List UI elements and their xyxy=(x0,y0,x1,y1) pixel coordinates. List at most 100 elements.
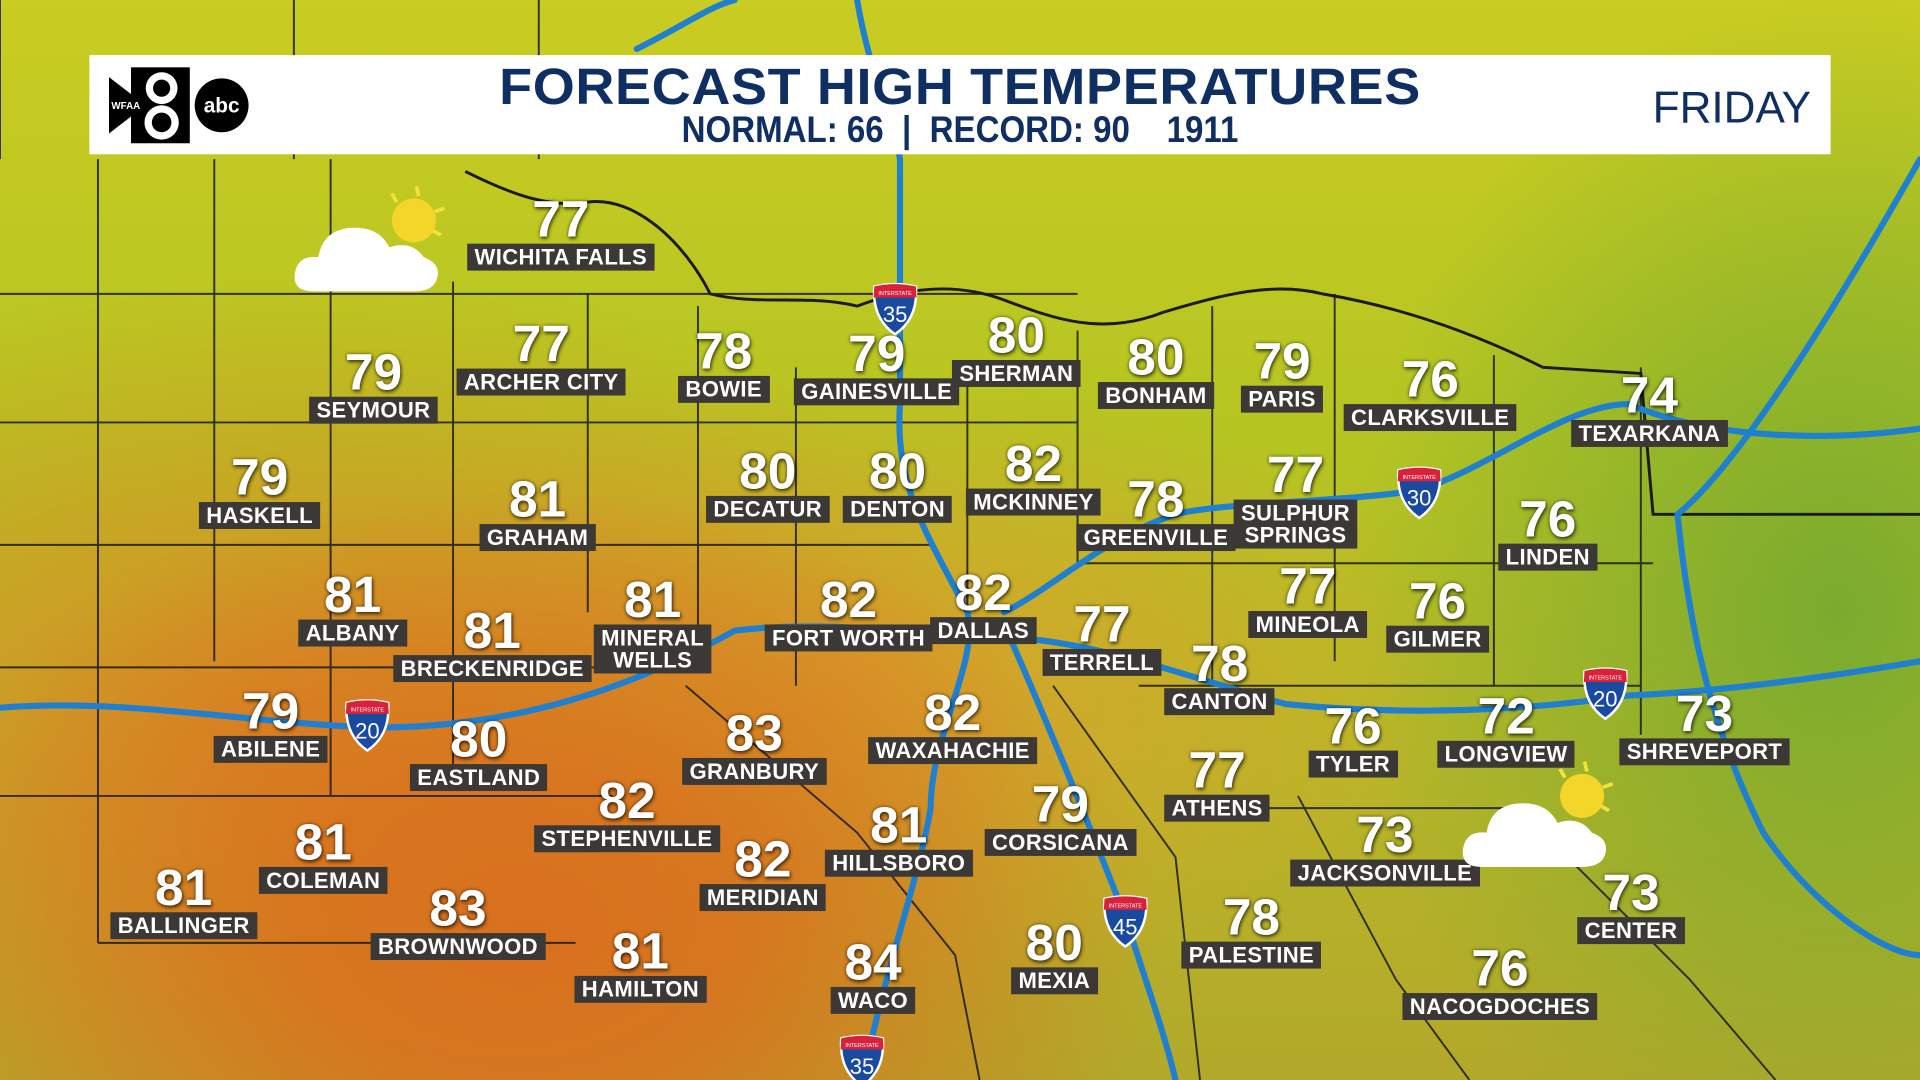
city-label: MEXIA xyxy=(1011,967,1098,995)
city-label: JACKSONVILLE xyxy=(1290,859,1480,887)
high-temperature: 72 xyxy=(1477,686,1535,745)
city-longview: 72 LONGVIEW xyxy=(1437,686,1575,768)
city-shreveport: 73 SHREVEPORT xyxy=(1619,688,1790,766)
city-meridian: 82 MERIDIAN xyxy=(699,830,827,912)
city-label: MERIDIAN xyxy=(699,884,827,912)
city-mineral-wells: 81 MINERAL WELLS xyxy=(593,574,712,674)
high-temperature: 82 xyxy=(734,830,792,888)
city-label: MINERAL WELLS xyxy=(593,624,712,674)
high-temperature: 78 xyxy=(695,322,753,380)
high-temperature: 80 xyxy=(987,306,1045,364)
svg-text:35: 35 xyxy=(883,302,908,327)
city-center: 73 CENTER xyxy=(1577,866,1685,945)
city-archer-city: 77 ARCHER CITY xyxy=(456,314,626,396)
city-waco: 84 WACO xyxy=(830,933,916,1014)
city-label: GREENVILLE xyxy=(1076,524,1236,552)
forecast-day: FRIDAY xyxy=(1652,82,1812,133)
high-temperature: 77 xyxy=(1188,740,1246,799)
city-label: LINDEN xyxy=(1498,543,1598,571)
high-temperature: 79 xyxy=(1253,331,1311,390)
city-albany: 81 ALBANY xyxy=(298,569,408,647)
city-label: ARCHER CITY xyxy=(456,368,626,396)
high-temperature: 82 xyxy=(1004,434,1063,493)
city-label: MINEOLA xyxy=(1248,611,1368,638)
city-label: ABILENE xyxy=(213,735,328,763)
city-label: PALESTINE xyxy=(1181,941,1322,969)
wfaa-abc-logo: abc WFAA xyxy=(108,67,249,144)
high-temperature: 81 xyxy=(463,601,521,659)
high-temperature: 76 xyxy=(1408,571,1467,630)
high-temperature: 80 xyxy=(1025,913,1083,972)
svg-text:INTERSTATE: INTERSTATE xyxy=(1109,903,1143,909)
city-label: STEPHENVILLE xyxy=(534,825,720,853)
city-label: DENTON xyxy=(842,495,953,523)
high-temperature: 82 xyxy=(924,683,982,741)
page-title: FORECAST HIGH TEMPERATURES xyxy=(499,57,1421,116)
city-brownwood: 83 BROWNWOOD xyxy=(370,882,546,961)
city-granbury: 83 GRANBURY xyxy=(682,707,827,785)
city-denton: 80 DENTON xyxy=(842,442,953,523)
high-temperature: 84 xyxy=(844,933,902,991)
city-seymour: 79 SEYMOUR xyxy=(309,342,438,424)
high-temperature: 80 xyxy=(450,710,508,768)
high-temperature: 82 xyxy=(598,771,656,829)
interstate-shield-icon: INTERSTATE 35 xyxy=(839,1033,886,1080)
city-label: CORSICANA xyxy=(984,828,1137,856)
interstate-shield-icon: INTERSTATE 45 xyxy=(1102,894,1149,949)
high-temperature: 81 xyxy=(870,795,928,854)
high-temperature: 76 xyxy=(1519,489,1577,548)
high-temperature: 74 xyxy=(1620,366,1678,424)
city-label: WAXAHACHIE xyxy=(868,737,1038,765)
high-temperature: 80 xyxy=(868,442,927,500)
city-label: HASKELL xyxy=(198,502,321,529)
city-label: CANTON xyxy=(1164,688,1275,716)
svg-text:INTERSTATE: INTERSTATE xyxy=(1589,676,1623,682)
high-temperature: 79 xyxy=(230,448,289,506)
high-temperature: 77 xyxy=(532,189,590,248)
city-label: WACO xyxy=(830,986,916,1014)
high-temperature: 77 xyxy=(512,314,570,373)
svg-text:INTERSTATE: INTERSTATE xyxy=(845,1043,879,1049)
city-label: BOWIE xyxy=(678,375,770,403)
city-label: ATHENS xyxy=(1164,794,1271,822)
svg-text:INTERSTATE: INTERSTATE xyxy=(878,291,912,297)
city-label: GRAHAM xyxy=(479,524,596,552)
city-decatur: 80 DECATUR xyxy=(706,442,830,523)
high-temperature: 77 xyxy=(1279,557,1337,615)
city-sherman: 80 SHERMAN xyxy=(951,306,1081,387)
city-label: FORT WORTH xyxy=(764,624,933,652)
high-temperature: 76 xyxy=(1471,939,1529,997)
city-abilene: 79 ABILENE xyxy=(213,685,328,763)
city-label: BALLINGER xyxy=(110,912,257,940)
city-tyler: 76 TYLER xyxy=(1308,696,1398,778)
city-greenville: 78 GREENVILLE xyxy=(1076,473,1236,552)
city-hillsboro: 81 HILLSBORO xyxy=(824,795,973,877)
high-temperature: 80 xyxy=(739,442,797,500)
svg-text:INTERSTATE: INTERSTATE xyxy=(351,707,385,713)
interstate-shield-icon: INTERSTATE 20 xyxy=(344,698,391,753)
city-terrell: 77 TERRELL xyxy=(1042,598,1162,676)
high-temperature: 81 xyxy=(508,470,567,528)
city-corsicana: 79 CORSICANA xyxy=(984,778,1137,856)
high-temperature: 79 xyxy=(344,342,403,401)
city-label: MCKINNEY xyxy=(965,488,1102,516)
city-label: NACOGDOCHES xyxy=(1402,993,1598,1021)
high-temperature: 76 xyxy=(1324,696,1382,755)
city-label: BROWNWOOD xyxy=(370,933,546,961)
city-dallas: 82 DALLAS xyxy=(930,563,1037,645)
svg-text:35: 35 xyxy=(850,1054,875,1079)
city-nacogdoches: 76 NACOGDOCHES xyxy=(1402,939,1598,1021)
city-linden: 76 LINDEN xyxy=(1498,489,1598,571)
high-temperature: 82 xyxy=(954,563,1012,621)
city-label: PARIS xyxy=(1240,385,1324,413)
high-temperature: 82 xyxy=(819,570,878,629)
partly-cloudy-icon xyxy=(1460,759,1619,869)
city-bowie: 78 BOWIE xyxy=(678,322,770,403)
city-fort-worth: 82 FORT WORTH xyxy=(764,570,933,652)
svg-text:30: 30 xyxy=(1407,486,1432,511)
city-label: GRANBURY xyxy=(682,757,827,785)
city-ballinger: 81 BALLINGER xyxy=(110,861,257,940)
city-label: HAMILTON xyxy=(574,975,707,1003)
city-label: TYLER xyxy=(1308,750,1398,778)
